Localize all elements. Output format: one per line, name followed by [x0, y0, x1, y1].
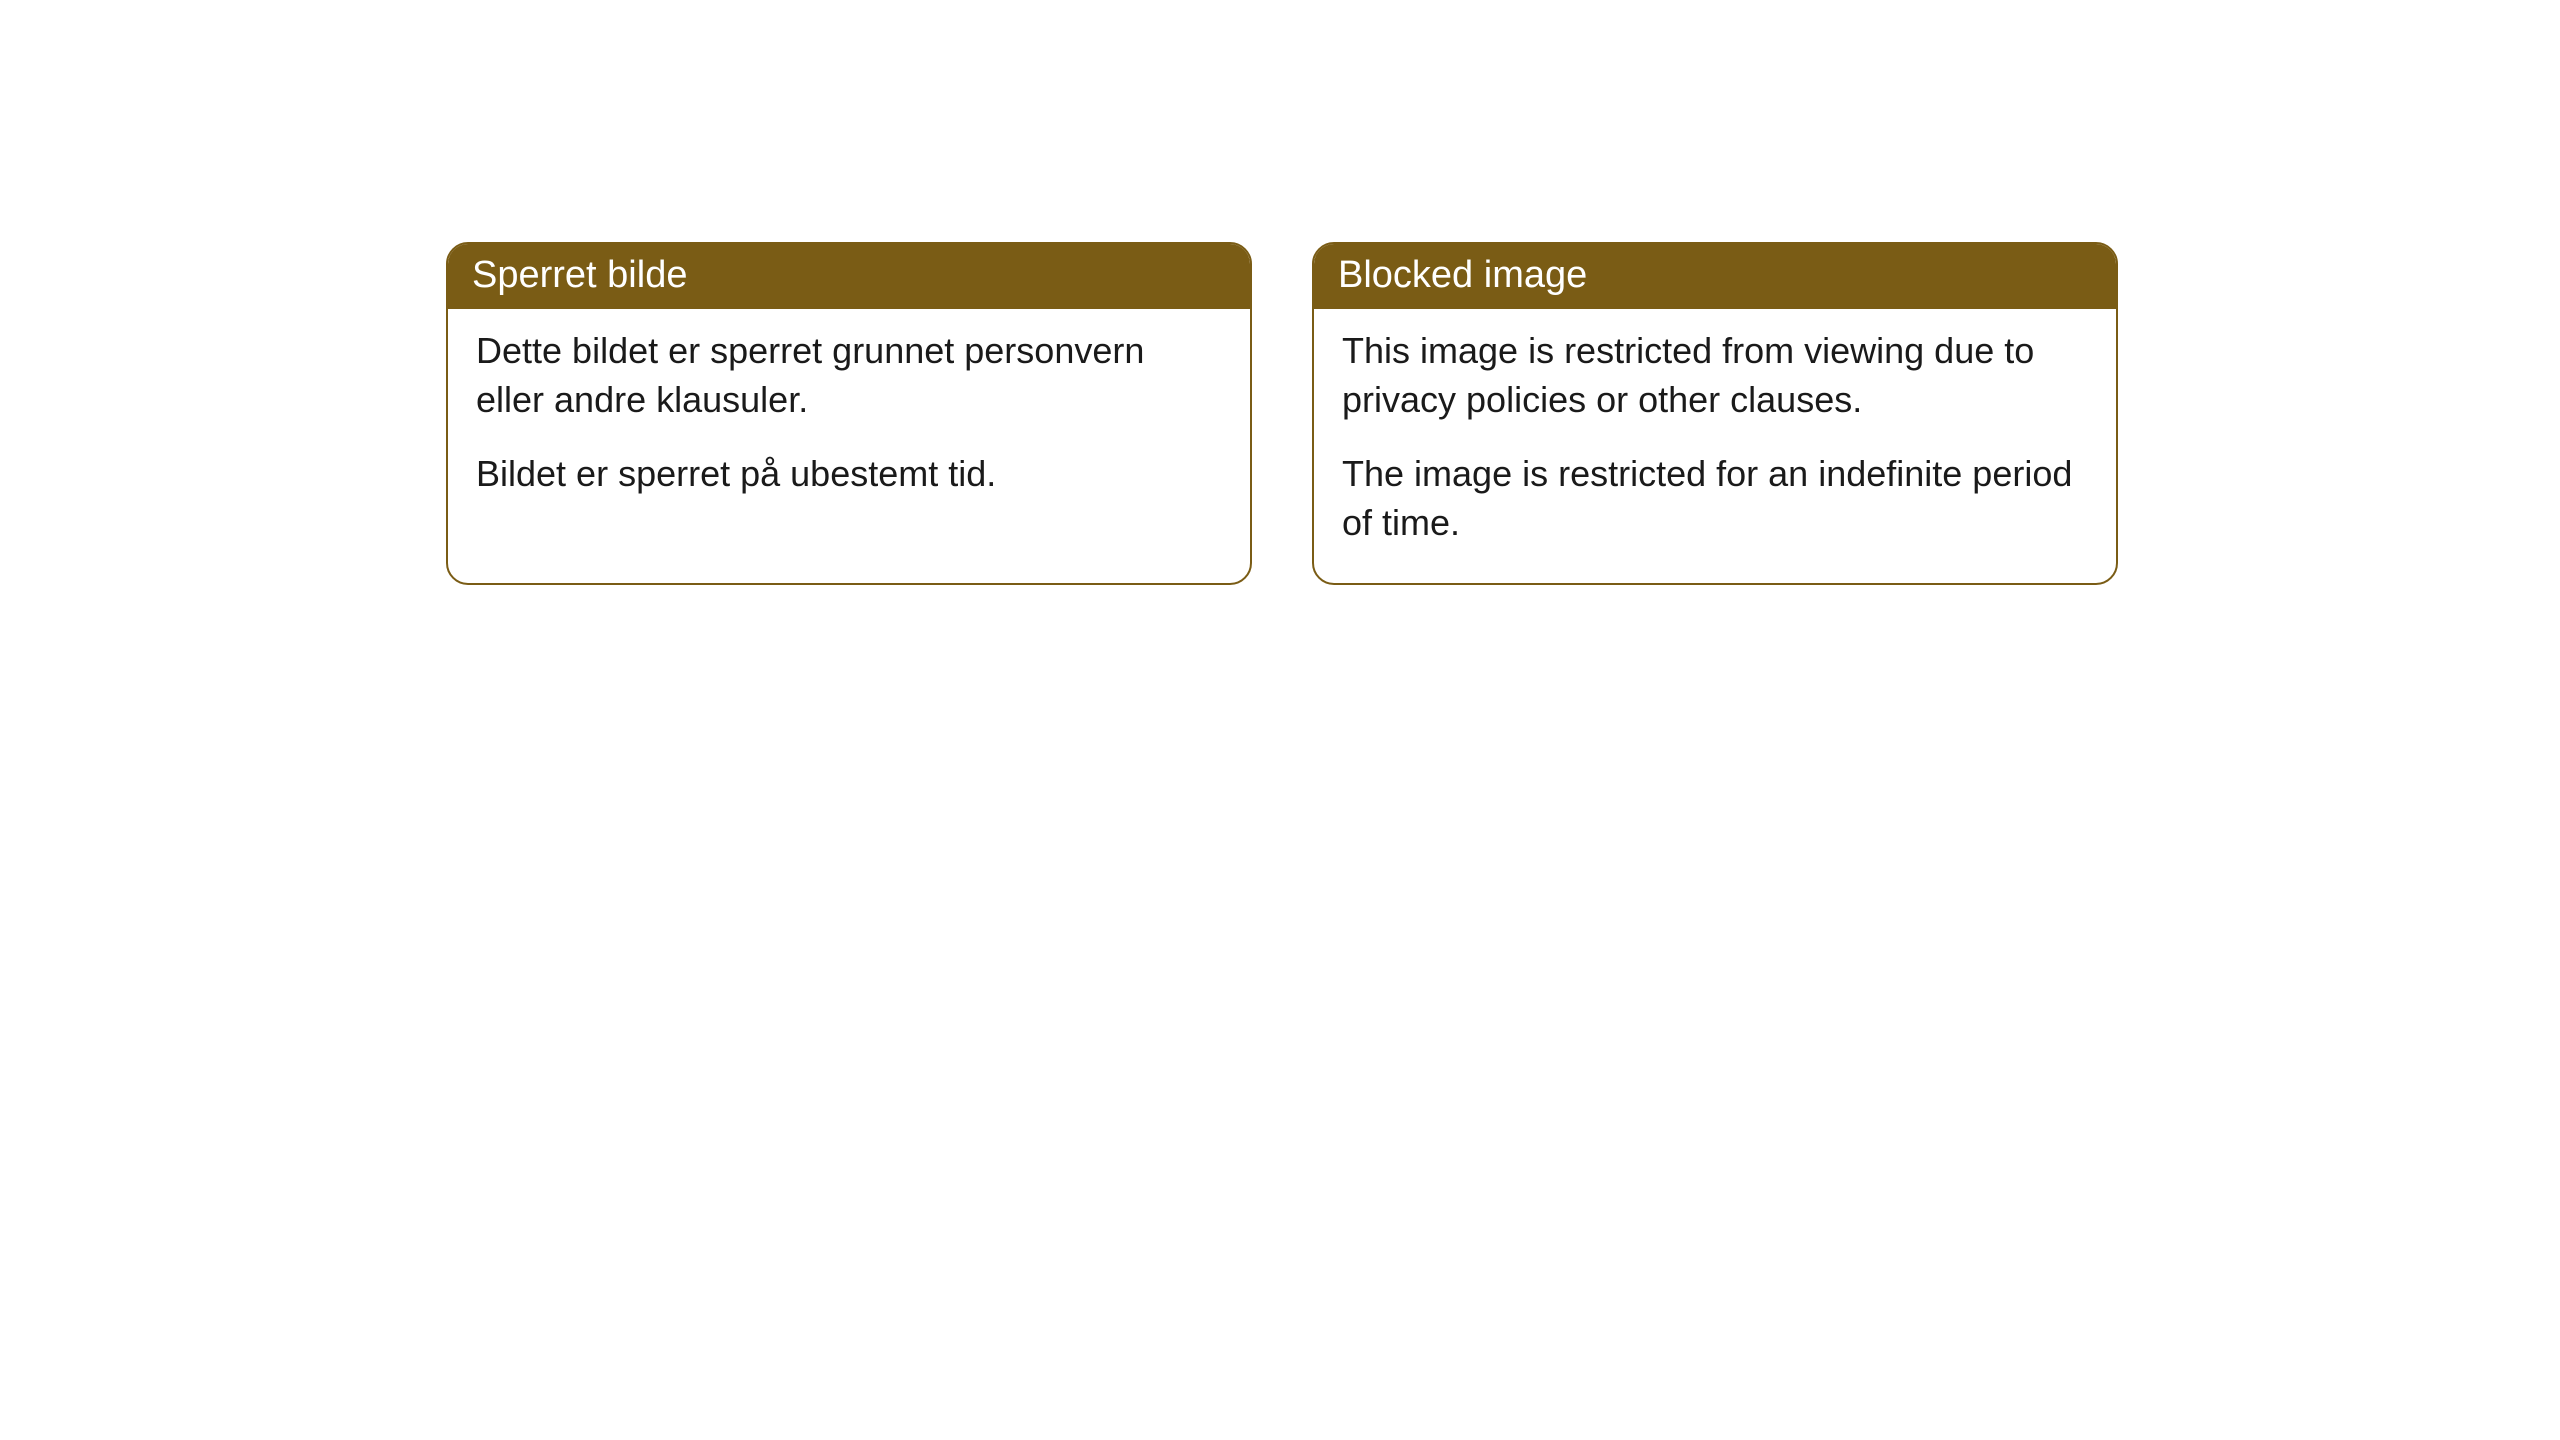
- card-body: This image is restricted from viewing du…: [1314, 309, 2116, 583]
- card-header: Blocked image: [1314, 244, 2116, 309]
- notice-cards-container: Sperret bilde Dette bildet er sperret gr…: [0, 0, 2560, 585]
- blocked-image-card-en: Blocked image This image is restricted f…: [1312, 242, 2118, 585]
- card-paragraph: Dette bildet er sperret grunnet personve…: [476, 327, 1222, 424]
- card-body: Dette bildet er sperret grunnet personve…: [448, 309, 1250, 535]
- card-paragraph: This image is restricted from viewing du…: [1342, 327, 2088, 424]
- card-header: Sperret bilde: [448, 244, 1250, 309]
- blocked-image-card-no: Sperret bilde Dette bildet er sperret gr…: [446, 242, 1252, 585]
- card-paragraph: The image is restricted for an indefinit…: [1342, 450, 2088, 547]
- card-paragraph: Bildet er sperret på ubestemt tid.: [476, 450, 1222, 499]
